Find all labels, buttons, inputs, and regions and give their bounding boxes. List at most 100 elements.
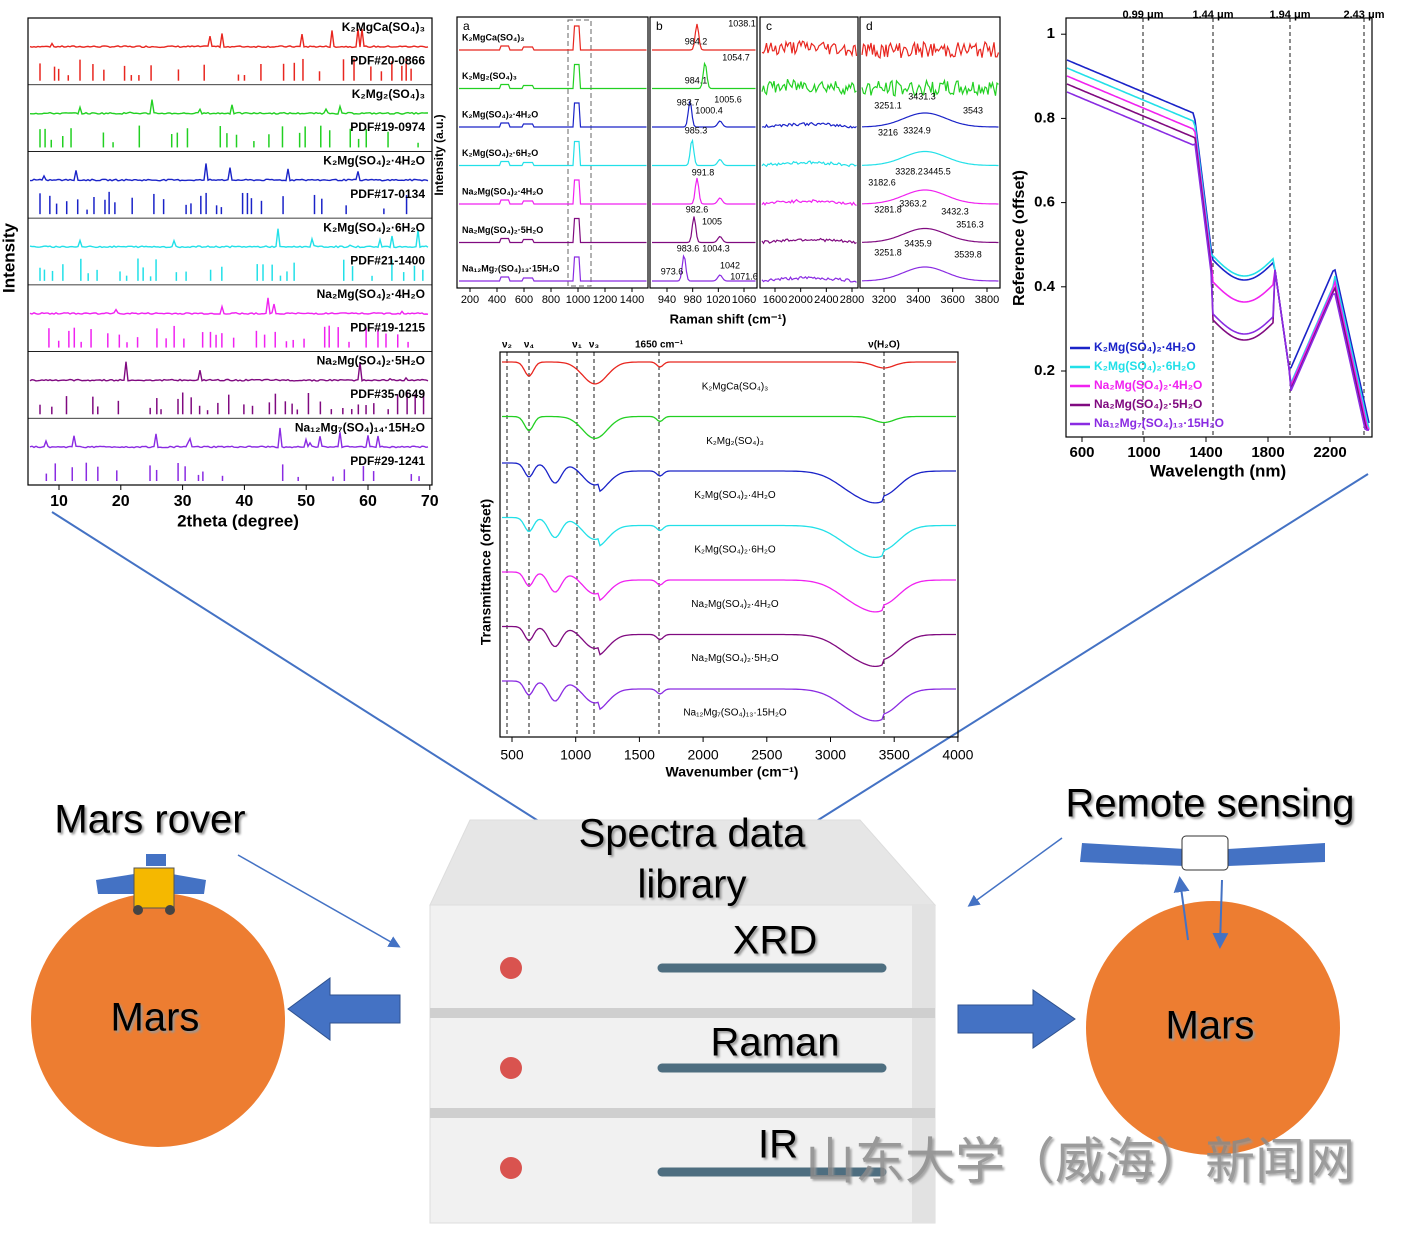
plot-frame: [759, 16, 859, 289]
raman-trace: [862, 266, 999, 282]
legend-label: Na₂Mg(SO₄)₂·4H₂O: [1094, 378, 1202, 392]
sample-label: K₂MgCa(SO₄)₃: [462, 32, 524, 42]
raman-trace: [459, 217, 647, 244]
ir-trace: [502, 462, 956, 504]
label: Raman: [711, 1021, 840, 1065]
xrd-trace: [30, 163, 429, 182]
axis-title: Wavenumber (cm⁻¹): [666, 764, 799, 780]
raman-trace: [862, 227, 999, 244]
plot-frame: [456, 16, 649, 289]
x-tick-label: 200: [461, 294, 479, 306]
sample-label: K₂Mg(SO₄)₂·6H₂O: [694, 545, 776, 556]
band-label: ν₁: [572, 340, 582, 351]
connector: [51, 511, 541, 823]
raman-trace: [459, 256, 647, 282]
sample-label: Na₂Mg(SO₄)₂·4H₂O: [691, 599, 779, 610]
peak-label: 1042: [720, 260, 740, 270]
band-label: 0.99 μm: [1123, 9, 1164, 21]
x-tick-label: 70: [421, 493, 439, 510]
satellite: [1080, 835, 1325, 949]
ir-trace: [502, 415, 956, 440]
x-tick-label: 400: [488, 294, 506, 306]
sample-label: K₂Mg(SO₄)₂·4H₂O: [462, 109, 538, 119]
peak-label: 983.7: [677, 97, 700, 107]
ir-trace: [502, 680, 956, 722]
ir-trace: [502, 361, 956, 385]
peak-label: 1071.6: [730, 271, 758, 281]
raman-trace: [761, 198, 857, 207]
raman-trace: [652, 177, 756, 205]
row-label: K₂Mg(SO₄)₂·4H₂O: [323, 154, 425, 168]
y-tick-label: 0.6: [1034, 194, 1055, 211]
band-label: ν₄: [524, 340, 535, 351]
x-tick-label: 2800: [840, 294, 864, 306]
raman-trace: [862, 112, 999, 128]
x-tick-label: 3800: [975, 294, 999, 306]
raman-trace: [761, 78, 857, 96]
band-label: ν(H₂O): [868, 340, 900, 351]
raman-trace: [761, 275, 857, 283]
row-label: PDF#29-1241: [350, 454, 425, 468]
peak-label: 3328.2: [895, 166, 923, 176]
row-label: K₂Mg(SO₄)₂·6H₂O: [323, 220, 425, 234]
nir-trace: [1066, 91, 1369, 431]
peak-label: 973.6: [661, 266, 684, 276]
x-tick-label: 2400: [814, 294, 838, 306]
block-arrow: [287, 977, 401, 1041]
peak-label: 3543: [963, 105, 983, 115]
raman-trace: [652, 138, 756, 167]
ir-trace: [502, 516, 956, 559]
x-tick-label: 60: [359, 493, 377, 510]
x-tick-label: 10: [50, 493, 68, 510]
legend-label: K₂Mg(SO₄)₂·6H₂O: [1094, 359, 1196, 373]
row-label: Na₁₂Mg₇(SO₄)₁₄·15H₂O: [295, 420, 425, 434]
plot-frame: [1065, 17, 1373, 438]
plot-frame: [27, 17, 433, 486]
raman-trace: [459, 179, 647, 205]
label: IR: [758, 1123, 798, 1167]
row-label: PDF#19-0974: [350, 120, 425, 134]
raman-trace: [761, 122, 857, 129]
row-label: Na₂Mg(SO₄)₂·4H₂O: [317, 287, 425, 301]
panel-letter: b: [656, 19, 663, 33]
raman-trace: [862, 150, 999, 167]
axis-title: Raman shift (cm⁻¹): [670, 311, 787, 326]
raman-trace: [652, 23, 756, 51]
peak-label: 3216: [878, 127, 898, 137]
raman-trace: [761, 237, 857, 245]
x-tick-label: 3400: [906, 294, 930, 306]
x-tick-label: 30: [174, 493, 192, 510]
band-label: 1.44 μm: [1193, 9, 1234, 21]
row-label: PDF#17-0134: [350, 187, 425, 201]
raman-trace: [861, 40, 1000, 59]
label: Mars rover: [54, 798, 245, 842]
row-label: PDF#35-0649: [350, 387, 425, 401]
x-tick-label: 1000: [560, 747, 591, 763]
axis-title: 2theta (degree): [177, 511, 299, 530]
peak-label: 985.3: [685, 125, 708, 135]
row-label: PDF#19-1215: [350, 320, 425, 334]
sample-label: Na₁₂Mg₇(SO₄)₁₃·15H₂O: [683, 707, 787, 718]
xrd-trace: [29, 297, 429, 316]
peak-label: 3251.8: [874, 247, 902, 257]
peak-label: 3251.1: [874, 100, 902, 110]
peak-label: 1054.7: [722, 52, 750, 62]
x-tick-label: 1500: [624, 747, 655, 763]
ir-trace: [502, 571, 956, 613]
axis-title: Intensity: [0, 223, 18, 293]
axis-title: Wavelength (nm): [1150, 461, 1286, 480]
mars-planet: [31, 893, 285, 1147]
row-label: K₂Mg₂(SO₄)₃: [352, 87, 425, 101]
x-tick-label: 1400: [1189, 444, 1222, 461]
band-label: ν₂: [502, 340, 512, 351]
nir-trace: [1066, 67, 1370, 430]
row-label: PDF#21-1400: [350, 254, 425, 268]
raman-trace: [459, 25, 647, 51]
x-tick-label: 980: [683, 294, 701, 306]
peak-label: 3539.8: [954, 249, 982, 259]
xrd-trace: [29, 427, 429, 449]
row-label: Na₂Mg(SO₄)₂·5H₂O: [317, 354, 425, 368]
axis-title: Transmittance (offset): [478, 499, 494, 645]
label: Mars: [111, 996, 200, 1040]
